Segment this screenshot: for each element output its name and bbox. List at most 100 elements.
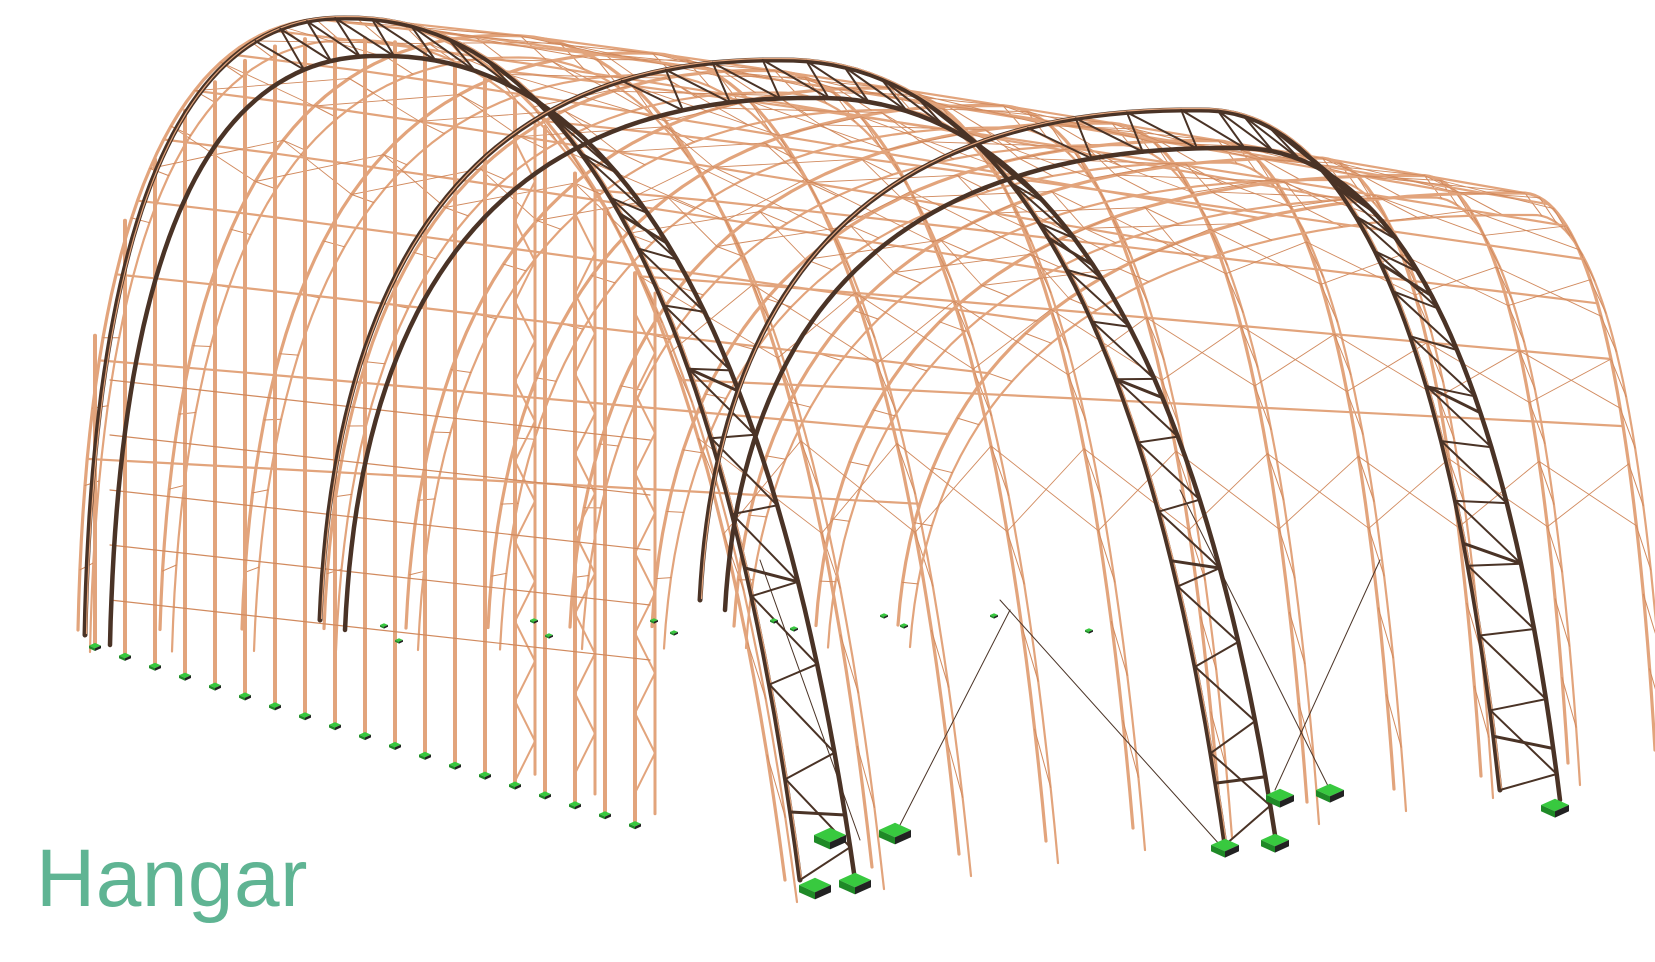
arch-frame-outer [650, 138, 1396, 791]
support-block [839, 872, 871, 888]
truss-web [768, 663, 819, 686]
support-block [449, 764, 455, 770]
arch-web-member [1561, 677, 1577, 728]
truss-rung [1047, 236, 1095, 267]
truss-web [447, 37, 477, 72]
roof-diagonal [1254, 333, 1335, 387]
support-block [1275, 840, 1289, 853]
column-brace [514, 500, 536, 543]
truss-web [580, 152, 618, 174]
support-block [179, 675, 185, 681]
roof-diagonal [313, 94, 460, 107]
arch-web-member [1261, 158, 1302, 181]
support-block [904, 625, 908, 629]
column-brace [574, 652, 596, 695]
truss-web [279, 27, 306, 71]
column-brace [514, 220, 536, 263]
truss-web [843, 66, 909, 113]
roof-diagonal [940, 239, 983, 286]
support-block [329, 722, 341, 728]
gable-columns [93, 36, 657, 826]
arch-web-member [1578, 249, 1596, 282]
roof-diagonal [1161, 325, 1242, 381]
arch-web-member [1473, 685, 1490, 738]
truss-web [687, 367, 732, 372]
arch-web-member [1495, 266, 1513, 302]
roof-diagonal [861, 158, 902, 199]
arch-web-member [939, 321, 966, 332]
truss-web [664, 68, 684, 112]
arch-web-member [192, 345, 211, 347]
support-block [539, 794, 545, 800]
roof-diagonal [992, 207, 1146, 214]
truss-chord-inner [107, 53, 858, 883]
roof-diagonal [458, 94, 521, 138]
arch-web-member [722, 70, 756, 94]
arch-web-member [800, 440, 821, 494]
support-block [335, 724, 341, 731]
support-block [569, 804, 575, 810]
arch-web-member [664, 126, 695, 143]
support-block [380, 623, 388, 627]
arch-web-member [849, 461, 870, 467]
support-block [530, 618, 538, 622]
arch-web-member [679, 286, 704, 296]
arch-web-member [252, 489, 269, 494]
column-brace [574, 412, 596, 455]
roof-diagonal [1483, 225, 1567, 236]
arch-web-member [1380, 198, 1420, 219]
support-block [629, 821, 641, 827]
roof-diagonal [612, 90, 776, 96]
truss-web [1157, 498, 1201, 513]
support-block [119, 652, 131, 659]
arch-web-member [713, 166, 743, 181]
roof-diagonal [1529, 358, 1612, 404]
arch-web-member [162, 564, 177, 572]
support-block [774, 620, 778, 624]
support-block [1316, 783, 1344, 797]
truss-web [750, 580, 799, 598]
truss-web [1091, 320, 1131, 328]
support-block [149, 662, 161, 669]
roof-diagonal [1097, 450, 1177, 532]
arch-web-member [1018, 157, 1054, 177]
roof-diagonal [920, 141, 1087, 148]
arch-web-member [932, 241, 953, 284]
support-block [299, 712, 311, 718]
roof-diagonal [990, 147, 1073, 165]
roof-diagonal [778, 116, 862, 136]
support-block [384, 625, 388, 629]
truss-web [1409, 335, 1476, 398]
support-block [1280, 795, 1294, 808]
support-block [990, 613, 998, 617]
truss-rung [1379, 262, 1434, 298]
support-block [794, 628, 798, 632]
arch-web-member [1320, 283, 1338, 323]
support-block [1541, 805, 1555, 818]
truss-chord-outer [697, 107, 1503, 793]
column-brace [574, 252, 596, 295]
support-block [485, 774, 491, 780]
truss-web [1355, 215, 1398, 241]
arch-web-member [1021, 625, 1039, 682]
truss-web [711, 61, 781, 100]
arch-web-member [1173, 163, 1193, 195]
arch-web-member [1426, 342, 1444, 383]
truss-web [1267, 125, 1302, 161]
truss-web [663, 304, 732, 372]
purlin-line [594, 189, 1599, 305]
arch-web-member [840, 634, 859, 694]
truss-web [1499, 773, 1558, 791]
truss-web [805, 59, 870, 103]
roof-diagonal [1387, 209, 1471, 222]
column-brace [514, 700, 536, 743]
arch-web-member [667, 196, 696, 210]
truss-web [1355, 215, 1419, 273]
column-brace [634, 432, 656, 475]
roof-diagonal [1495, 266, 1602, 317]
truss-chord-outer [317, 57, 1228, 848]
column-brace [634, 552, 656, 595]
truss-web [620, 79, 684, 112]
truss-web [711, 61, 731, 104]
truss-rung [1170, 559, 1222, 570]
